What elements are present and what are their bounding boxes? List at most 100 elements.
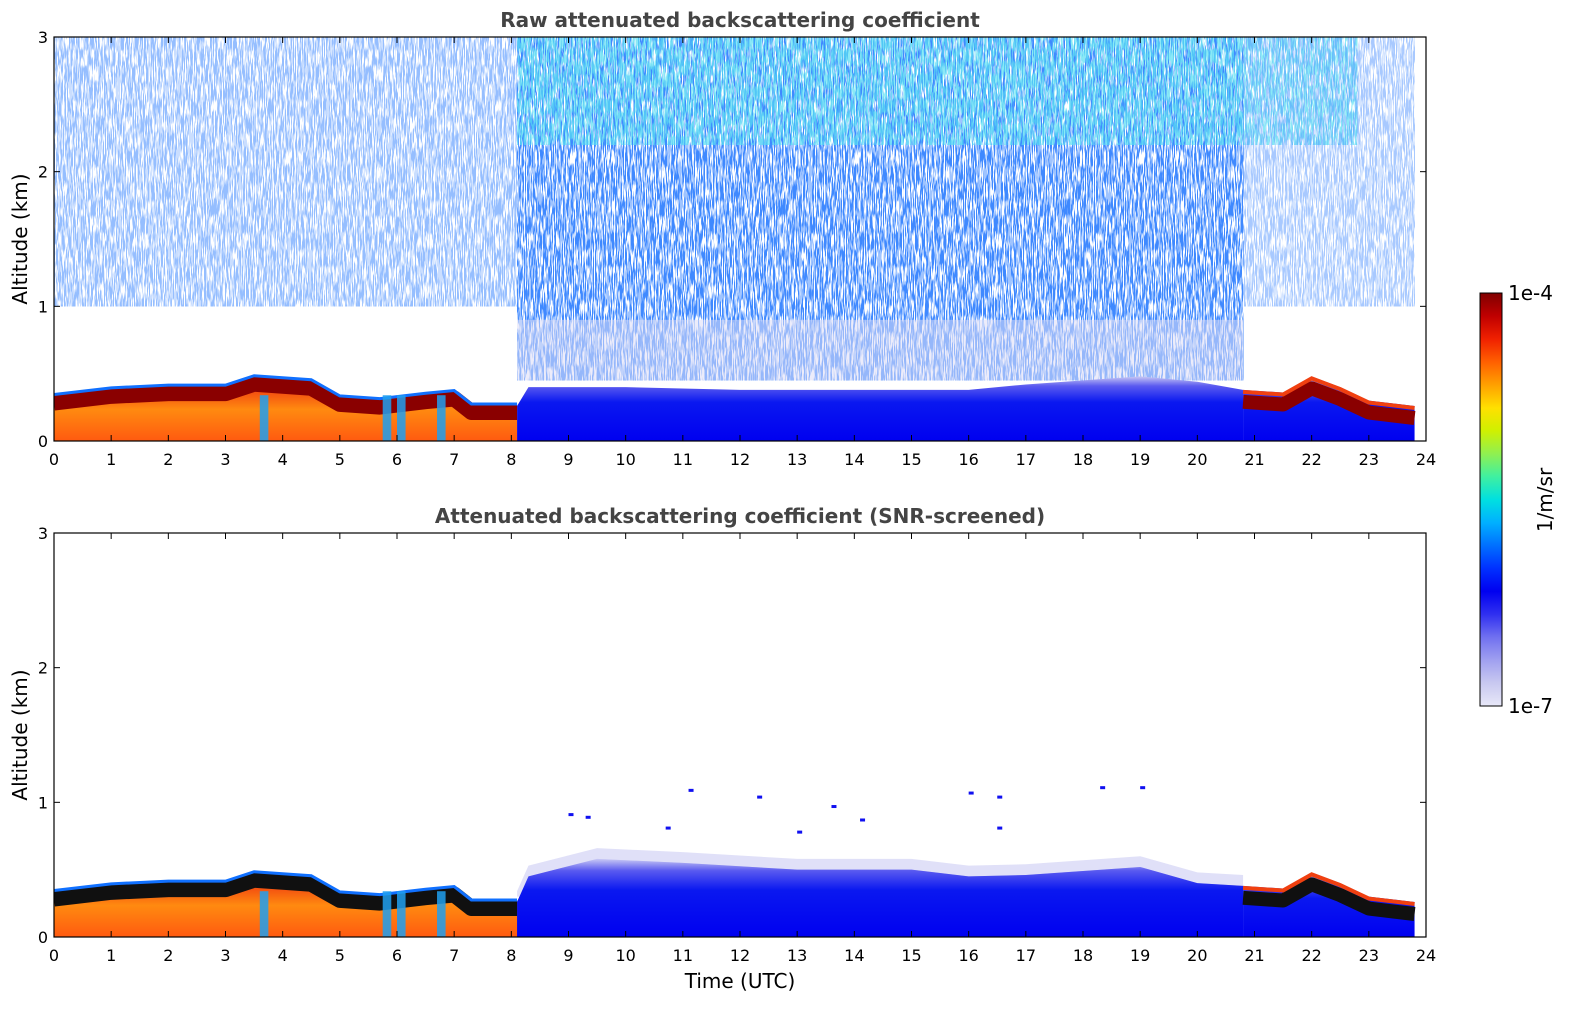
x-tick-label: 4 [278,450,288,469]
x-tick-label: 23 [1359,450,1379,469]
x-tick-label: 11 [673,450,693,469]
y-tick-label: 3 [38,524,48,543]
x-tick-label: 15 [901,450,921,469]
colorbar: 1e-4 1e-7 1/m/sr [1479,281,1557,718]
layer-top-band-left [54,375,518,420]
layer-edge-right [1242,872,1415,906]
x-tick-label: 21 [1244,946,1264,965]
x-tick-label: 0 [49,450,59,469]
cold-streak [259,891,269,937]
heatmap-raw [54,37,1426,441]
panel-screened: Attenuated backscattering coefficient (S… [8,504,1436,993]
x-tick-label: 12 [730,450,750,469]
layer-top-band-right [1242,877,1416,921]
cloud-speck [1140,786,1146,790]
x-tick-label: 9 [563,946,573,965]
x-tick-label: 22 [1301,946,1321,965]
x-tick-label: 19 [1130,450,1150,469]
layer-edge-left [54,870,518,902]
y-tick-label: 1 [38,297,48,316]
panel-title: Attenuated backscattering coefficient (S… [435,504,1045,528]
y-tick-label: 1 [38,793,48,812]
cloud-speck [968,791,974,795]
y-tick-label: 2 [38,163,48,182]
x-tick-label: 20 [1187,946,1207,965]
noise-region-upper [517,37,1358,145]
x-tick-label: 24 [1416,450,1436,469]
x-tick-label: 13 [787,450,807,469]
cold-streak [437,395,446,441]
x-tick-label: 13 [787,946,807,965]
cloud-speck [757,795,763,799]
x-tick-label: 15 [901,946,921,965]
x-tick-label: 5 [335,946,345,965]
y-axis-label: Altitude (km) [8,173,32,304]
x-tick-label: 17 [1016,946,1036,965]
heatmap-screened [54,786,1416,937]
x-tick-label: 6 [392,946,402,965]
y-tick-label: 0 [38,432,48,451]
x-tick-label: 10 [615,450,635,469]
cold-streak [259,395,269,441]
panel-title: Raw attenuated backscattering coefficien… [500,8,980,32]
x-tick-label: 8 [506,450,516,469]
x-tick-label: 7 [449,450,459,469]
layer-edge-left [54,374,518,406]
x-axis-ticks: 0 1 2 3 4 5 6 7 8 9 10 11 12 13 14 15 16 17 18 19 20 21 22 23 24 [49,37,1436,469]
x-axis-label: Time (UTC) [684,969,796,993]
x-tick-label: 14 [844,450,864,469]
cloud-speck [665,826,671,830]
cold-streak [397,395,406,441]
x-tick-label: 24 [1416,946,1436,965]
x-tick-label: 17 [1016,450,1036,469]
x-tick-label: 9 [563,450,573,469]
x-tick-label: 21 [1244,450,1264,469]
y-tick-label: 0 [38,928,48,947]
cloud-speck [1100,786,1106,790]
x-tick-label: 16 [958,946,978,965]
cloud-speck [997,826,1003,830]
haze-region [517,319,1244,381]
x-tick-label: 3 [220,450,230,469]
layer-edge-right [1242,376,1415,410]
cloud-speck [568,813,574,817]
x-tick-label: 12 [730,946,750,965]
noise-region-left [54,37,518,307]
x-tick-label: 18 [1073,450,1093,469]
layer-top-band-left [54,871,518,916]
boundary-layer-low-core [517,858,1244,937]
x-tick-label: 19 [1130,946,1150,965]
x-tick-label: 8 [506,946,516,965]
x-tick-label: 0 [49,946,59,965]
y-tick-label: 2 [38,659,48,678]
x-tick-label: 10 [615,946,635,965]
y-axis-label: Altitude (km) [8,669,32,800]
x-tick-label: 22 [1301,450,1321,469]
x-tick-label: 5 [335,450,345,469]
y-axis-ticks: 0 1 2 3 [38,28,1426,451]
cloud-speck [585,815,591,819]
x-tick-label: 11 [673,946,693,965]
x-tick-label: 16 [958,450,978,469]
x-tick-label: 1 [106,450,116,469]
x-axis-ticks: 0 1 2 3 4 5 6 7 8 9 10 11 12 13 14 15 16 17 18 19 20 21 22 23 24 [49,533,1436,965]
x-tick-label: 18 [1073,946,1093,965]
cold-streak [382,891,392,937]
cloud-speck [997,795,1003,799]
x-tick-label: 20 [1187,450,1207,469]
panel-raw: Raw attenuated backscattering coefficien… [8,8,1436,469]
layer-top-band-right [1242,381,1416,425]
cloud-speck [860,818,866,822]
x-tick-label: 3 [220,946,230,965]
y-axis-ticks: 0 1 2 3 [38,524,1426,947]
colorbar-gradient [1479,292,1503,707]
colorbar-max-label: 1e-4 [1508,281,1553,305]
cold-streak [397,891,406,937]
x-tick-label: 6 [392,450,402,469]
x-tick-label: 7 [449,946,459,965]
noise-region-right [1243,37,1415,307]
cloud-speck [831,805,837,809]
boundary-layer-low [517,376,1244,441]
x-tick-label: 2 [163,450,173,469]
